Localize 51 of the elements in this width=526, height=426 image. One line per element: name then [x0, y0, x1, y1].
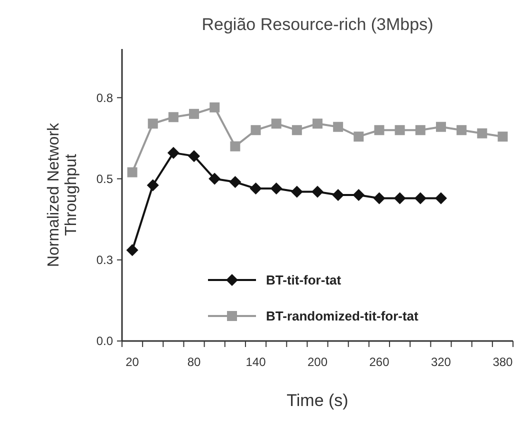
y-axis-title: Normalized Network Throughput [45, 122, 80, 268]
point [250, 125, 261, 136]
x-tick-label: 380 [492, 355, 514, 369]
y-tick-label: 0.3 [96, 253, 114, 268]
point [126, 244, 138, 256]
x-tick-label: 80 [187, 355, 202, 369]
point [229, 176, 242, 188]
point [374, 125, 384, 136]
point [270, 182, 282, 195]
chart-title: Região Resource-rich (3Mbps) [202, 15, 434, 34]
x-axis-title: Time (s) [286, 391, 348, 410]
x-tick-label: 320 [430, 355, 452, 369]
point [414, 192, 426, 204]
point [290, 186, 303, 198]
point [498, 132, 508, 142]
x-tick-label: 260 [369, 355, 390, 369]
legend-label: BT-randomized-tit-for-tat [266, 308, 420, 324]
point [250, 182, 262, 195]
point [292, 125, 302, 136]
x-tick-label: 20 [126, 355, 140, 369]
point [394, 125, 405, 136]
point [354, 132, 364, 142]
point [210, 102, 220, 112]
point [352, 189, 365, 201]
y-tick-label: 0.8 [96, 90, 114, 105]
point [373, 192, 386, 204]
point [168, 112, 178, 122]
point [230, 141, 240, 152]
point [332, 189, 344, 201]
point [333, 122, 344, 132]
point [477, 128, 488, 138]
y-tick-label: 0.0 [96, 334, 114, 348]
point [312, 186, 324, 198]
point [415, 125, 426, 136]
point [167, 146, 180, 159]
point [436, 122, 446, 132]
point [208, 172, 221, 185]
point [434, 192, 447, 204]
point [394, 192, 406, 204]
point [127, 167, 138, 178]
x-tick-label: 140 [246, 355, 266, 369]
point [148, 118, 158, 129]
point [189, 108, 200, 119]
point [271, 118, 282, 129]
point [188, 150, 200, 162]
legend-label: BT-tit-for-tat [266, 272, 342, 288]
point [456, 125, 467, 136]
point [146, 179, 159, 192]
x-tick-label: 200 [307, 355, 328, 369]
point [312, 118, 322, 129]
y-tick-label: 0.5 [96, 172, 114, 186]
